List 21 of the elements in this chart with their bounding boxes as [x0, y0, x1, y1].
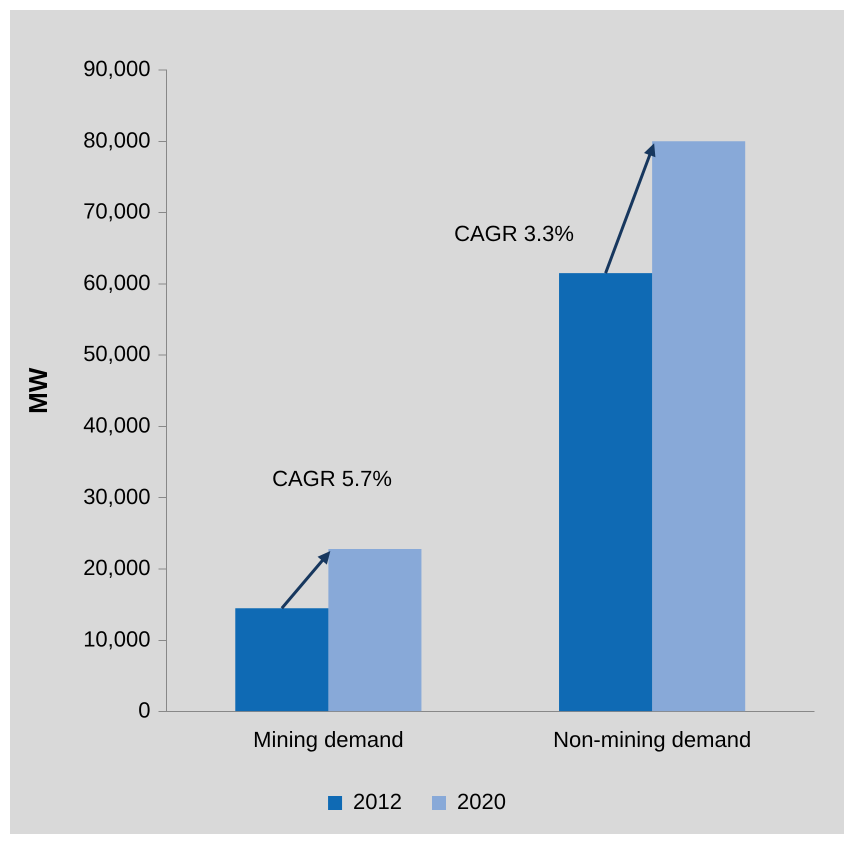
x-tick-label: Non-mining demand [553, 726, 752, 752]
y-tick-label: 20,000 [83, 555, 150, 580]
y-axis-title: MW [22, 367, 53, 414]
bar [559, 273, 652, 712]
x-tick-label: Mining demand [253, 726, 404, 752]
y-tick-label: 90,000 [83, 56, 150, 82]
y-tick-label: 80,000 [83, 127, 150, 152]
bar [652, 141, 746, 712]
y-tick-label: 70,000 [83, 198, 150, 224]
y-tick-label: 40,000 [83, 412, 150, 438]
bar [328, 549, 422, 712]
annotation: CAGR 3.3% [454, 221, 574, 246]
legend-label: 2020 [457, 789, 506, 814]
y-tick-label: 10,000 [83, 626, 150, 652]
legend-label: 2012 [353, 789, 402, 814]
y-tick-label: 50,000 [83, 341, 150, 366]
annotation: CAGR 5.7% [272, 466, 392, 492]
y-tick-label: 60,000 [83, 270, 150, 295]
bar [235, 608, 328, 712]
y-tick-label: 30,000 [83, 484, 150, 509]
y-tick-label: 0 [138, 698, 150, 723]
